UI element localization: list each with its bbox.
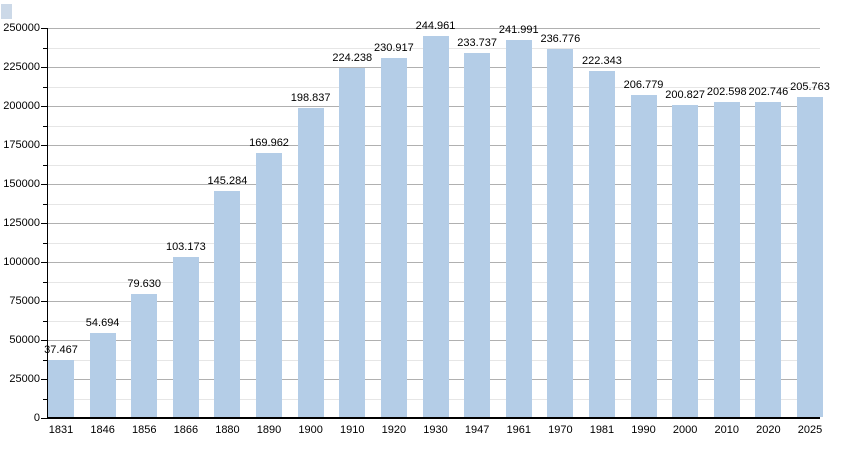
x-axis-tick-label: 1856 — [131, 424, 157, 436]
y-axis-tick — [41, 28, 47, 29]
x-axis-tick-label: 2000 — [672, 424, 698, 436]
y-axis-tick-label: 250000 — [3, 22, 40, 34]
x-axis-tick-label: 1910 — [340, 424, 365, 436]
y-axis-tick — [41, 262, 47, 263]
bar-1846 — [89, 332, 116, 417]
y-axis-tick — [41, 67, 47, 68]
bar-1920 — [380, 57, 407, 417]
y-axis-minor-tick — [43, 359, 47, 361]
bar-value-label: 230.917 — [373, 41, 414, 54]
bar-2000 — [672, 104, 699, 417]
bar-1930 — [422, 35, 449, 417]
major-gridline — [47, 28, 820, 29]
bar-value-label: 103.173 — [165, 241, 206, 254]
x-axis-tick-label: 1900 — [298, 424, 323, 436]
x-axis-tick-label: 2025 — [797, 424, 823, 436]
bar-2020 — [755, 101, 782, 417]
y-axis-tick — [41, 418, 47, 419]
bar-value-label: 79.630 — [127, 277, 162, 290]
x-axis — [47, 417, 820, 419]
y-axis-minor-tick — [43, 281, 47, 283]
y-axis-tick — [41, 301, 47, 302]
x-axis-tick-label: 1930 — [423, 424, 448, 436]
y-axis-tick — [41, 223, 47, 224]
bar-value-label: 222.343 — [582, 55, 622, 68]
y-axis-tick-label: 100000 — [3, 256, 40, 268]
y-axis-minor-tick — [43, 86, 47, 88]
x-axis-tick-label: 2010 — [714, 424, 740, 436]
bar-1856 — [131, 293, 158, 417]
x-axis-tick-label: 1970 — [548, 424, 573, 436]
bar-value-label: 206.779 — [623, 79, 664, 92]
bar-2010 — [713, 101, 740, 417]
bar-1890 — [256, 152, 283, 417]
bar-value-label: 37.467 — [44, 343, 78, 356]
y-axis-minor-tick — [43, 47, 47, 49]
bar-1970 — [547, 48, 574, 417]
bar-1910 — [339, 68, 366, 417]
bar-1990 — [630, 95, 657, 417]
y-axis — [47, 28, 48, 418]
y-axis-minor-tick — [43, 125, 47, 127]
x-axis-tick-label: 1981 — [589, 424, 615, 436]
bar-value-label: 241.991 — [498, 24, 539, 37]
y-axis-minor-tick — [43, 320, 47, 322]
bar-value-label: 202.746 — [748, 85, 789, 98]
y-axis-tick-label: 25000 — [9, 373, 40, 385]
y-axis-tick — [41, 184, 47, 185]
y-axis-tick — [41, 145, 47, 146]
bar-value-label: 198.837 — [290, 91, 331, 104]
bar-1866 — [172, 257, 199, 417]
bar-value-label: 224.238 — [332, 52, 373, 65]
x-axis-tick-label: 1866 — [173, 424, 199, 436]
y-axis-tick-label: 125000 — [3, 217, 40, 229]
bar-value-label: 244.961 — [415, 19, 456, 32]
y-axis-tick-label: 225000 — [3, 61, 40, 73]
x-axis-tick-label: 1890 — [256, 424, 282, 436]
bar-value-label: 236.776 — [540, 32, 581, 45]
y-axis-tick — [41, 106, 47, 107]
y-axis-tick-label: 175000 — [3, 139, 40, 151]
y-axis-tick-label: 200000 — [3, 100, 40, 112]
x-axis-tick-label: 1920 — [381, 424, 407, 436]
bar-1900 — [297, 107, 324, 417]
x-axis-tick-label: 1961 — [506, 424, 531, 436]
y-axis-tick — [41, 379, 47, 380]
bar-1880 — [214, 191, 241, 417]
x-axis-tick-label: 1880 — [215, 424, 240, 436]
bar-value-label: 145.284 — [207, 175, 248, 188]
bar-value-label: 205.763 — [790, 81, 830, 93]
x-axis-tick-label: 1846 — [90, 424, 115, 436]
x-axis-tick-label: 1947 — [464, 424, 490, 436]
x-axis-tick-label: 2020 — [756, 424, 781, 436]
y-axis-minor-tick — [43, 242, 47, 244]
y-axis-tick-label: 0 — [33, 412, 40, 424]
y-axis-tick-label: 75000 — [9, 295, 40, 307]
corner-legend-swatch — [1, 4, 12, 19]
bar-value-label: 54.694 — [85, 316, 120, 329]
y-axis-tick-label: 150000 — [3, 178, 40, 190]
bar-1947 — [464, 53, 491, 417]
bar-1961 — [505, 40, 532, 417]
y-axis-tick — [41, 340, 47, 341]
y-axis-minor-tick — [43, 164, 47, 166]
bar-value-label: 202.598 — [706, 85, 747, 98]
x-axis-tick-label: 1831 — [48, 424, 74, 436]
y-axis-minor-tick — [43, 398, 47, 400]
bar-value-label: 233.737 — [457, 37, 497, 50]
bar-value-label: 169.962 — [249, 136, 289, 149]
x-axis-tick-label: 1990 — [631, 424, 656, 436]
bar-1831 — [48, 359, 74, 417]
bar-value-label: 200.827 — [665, 88, 706, 101]
y-axis-tick-label: 50000 — [9, 334, 40, 346]
y-axis-minor-tick — [43, 203, 47, 205]
bar-2025 — [797, 97, 823, 417]
bar-1981 — [588, 71, 615, 417]
